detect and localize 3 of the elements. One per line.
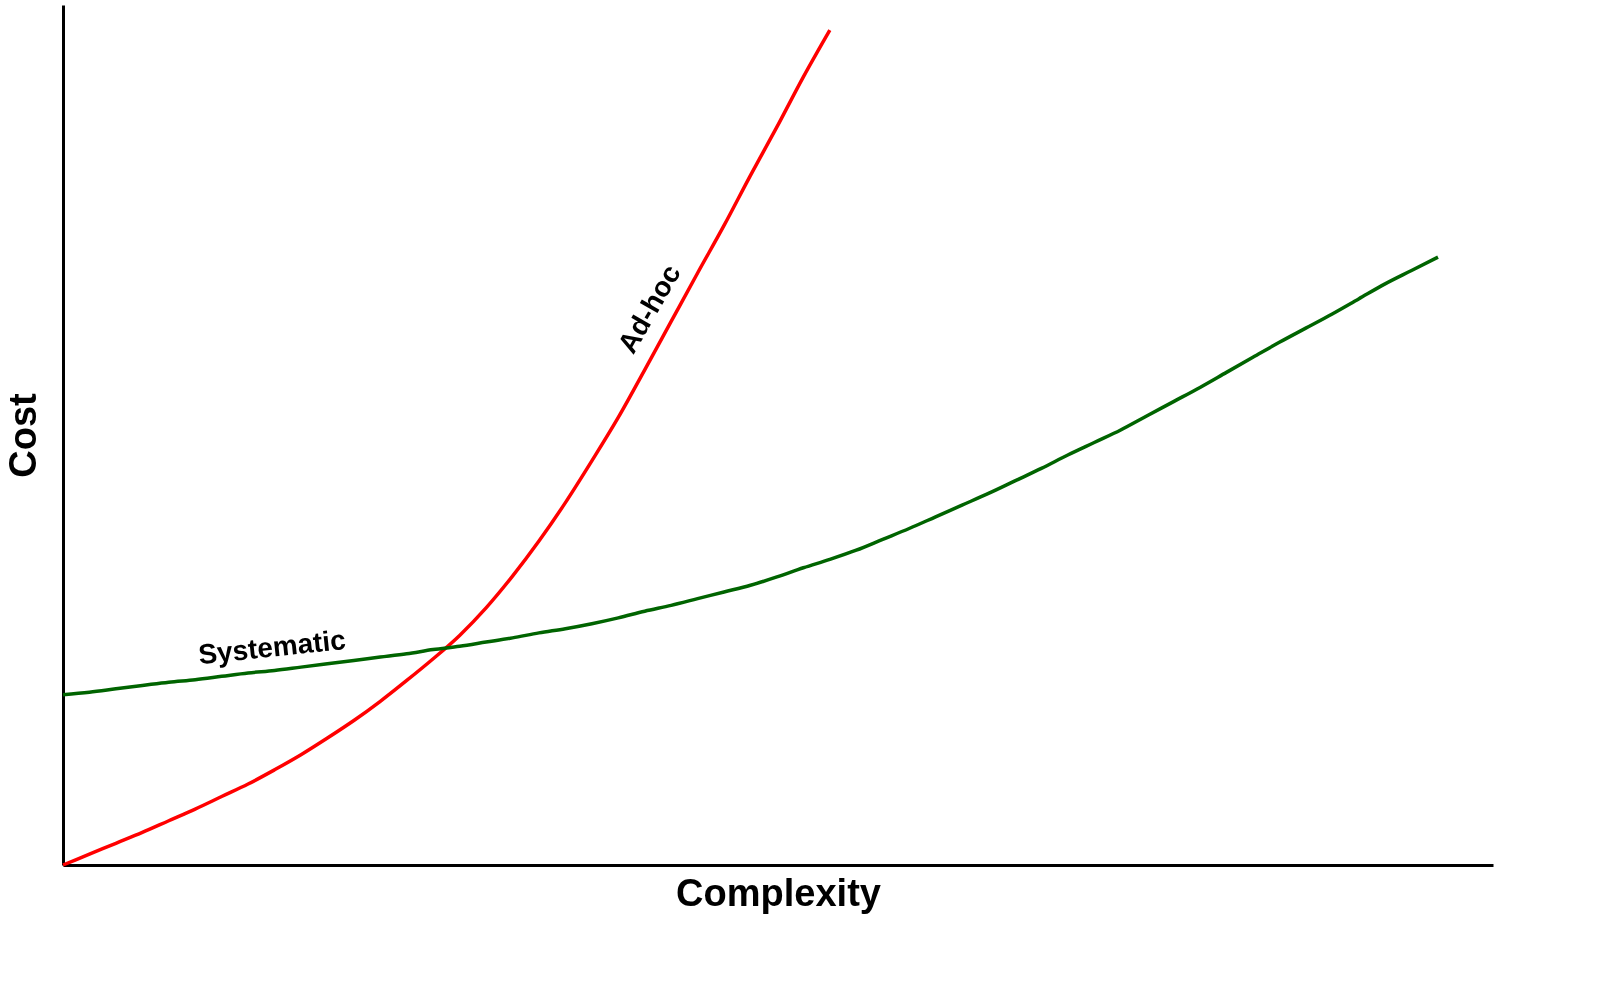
y-axis-title: Cost xyxy=(1,392,44,478)
x-axis-title: Complexity xyxy=(676,871,881,914)
text: Systematic xyxy=(196,623,348,671)
